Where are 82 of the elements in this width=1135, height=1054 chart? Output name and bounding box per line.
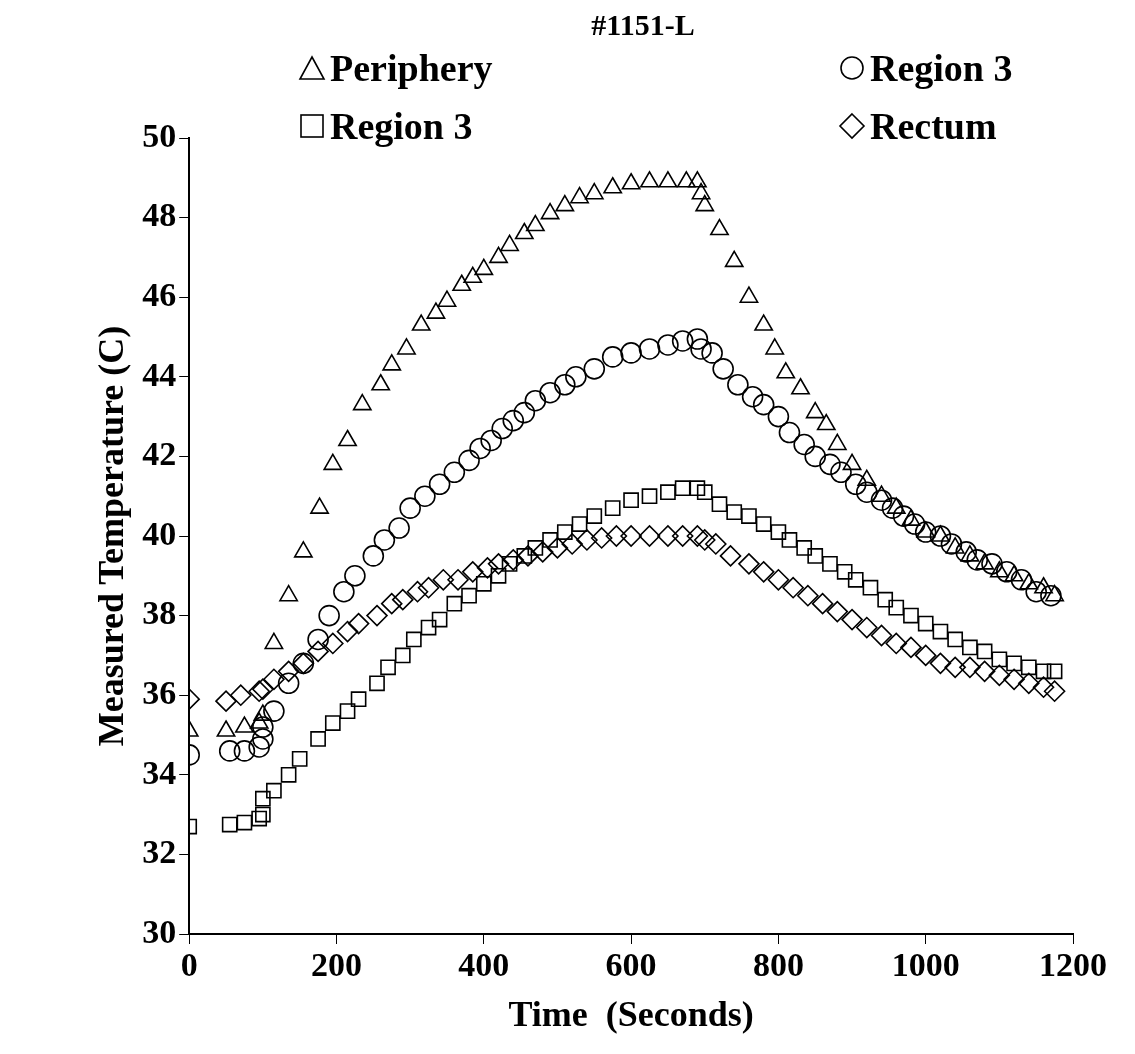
point	[738, 553, 760, 575]
point	[1043, 680, 1066, 703]
point	[576, 529, 598, 551]
point	[461, 561, 484, 583]
point	[671, 525, 694, 547]
point	[797, 584, 819, 607]
point	[767, 568, 790, 591]
point	[432, 568, 455, 591]
point	[263, 668, 285, 691]
legend-label: Region 3	[870, 46, 1013, 90]
point	[391, 588, 414, 611]
point	[1032, 676, 1055, 699]
point	[347, 612, 370, 635]
point	[605, 525, 628, 547]
point	[686, 525, 709, 547]
y-tick-label: 48	[142, 196, 177, 234]
point	[215, 690, 237, 712]
point	[914, 644, 937, 667]
point	[406, 580, 429, 603]
point	[782, 576, 804, 599]
point	[973, 660, 996, 683]
y-tick-label: 32	[142, 833, 177, 871]
point	[546, 537, 569, 559]
legend-label: Rectum	[870, 104, 997, 148]
y-tick-label: 40	[142, 514, 177, 552]
point	[277, 660, 300, 683]
point	[841, 608, 863, 631]
point	[1018, 672, 1040, 695]
point	[229, 684, 252, 706]
x-axis-title: Time (Seconds)	[508, 993, 754, 1034]
point	[870, 624, 893, 647]
point	[417, 576, 440, 599]
y-tick-label: 46	[142, 275, 177, 313]
legend-label: Periphery	[330, 46, 493, 90]
point	[517, 545, 539, 567]
point	[885, 632, 908, 655]
point	[447, 568, 469, 591]
x-tick-label: 0	[180, 946, 198, 984]
y-tick-label: 38	[142, 594, 177, 632]
point	[487, 553, 510, 575]
x-tick-label: 1200	[1039, 946, 1107, 984]
point	[719, 545, 742, 567]
point	[900, 636, 922, 659]
point	[292, 652, 315, 675]
point	[959, 656, 981, 679]
point	[826, 600, 849, 623]
point	[336, 620, 359, 643]
x-tick-label: 400	[458, 946, 510, 984]
point	[705, 533, 727, 555]
y-tick-label: 44	[142, 355, 177, 393]
point	[855, 616, 878, 639]
point	[1003, 668, 1025, 691]
chart-title: #1151-L	[590, 8, 696, 42]
y-tick-label: 42	[142, 435, 177, 473]
y-axis-title: Measured Temperature (C)	[90, 325, 131, 747]
point	[929, 652, 952, 675]
point	[531, 541, 554, 563]
x-tick-label: 200	[311, 946, 362, 984]
point	[811, 592, 834, 615]
point	[752, 561, 775, 583]
point	[590, 527, 613, 549]
point	[620, 525, 642, 547]
point	[944, 656, 966, 679]
point	[322, 632, 344, 655]
point	[476, 557, 499, 579]
point	[657, 525, 679, 547]
x-tick-label: 600	[605, 946, 657, 984]
y-tick-label: 34	[142, 753, 177, 791]
point	[502, 549, 525, 571]
point	[693, 529, 716, 551]
y-tick-label: 50	[142, 116, 177, 154]
point	[366, 604, 388, 627]
point	[380, 592, 403, 615]
legend-label: Region 3	[330, 104, 473, 148]
y-tick-label: 36	[142, 673, 177, 711]
point	[307, 640, 329, 663]
x-tick-label: 800	[752, 946, 804, 984]
point	[988, 664, 1011, 687]
point	[561, 533, 583, 555]
point	[638, 525, 661, 547]
x-tick-label: 1000	[891, 946, 960, 984]
y-tick-label: 30	[142, 912, 177, 950]
